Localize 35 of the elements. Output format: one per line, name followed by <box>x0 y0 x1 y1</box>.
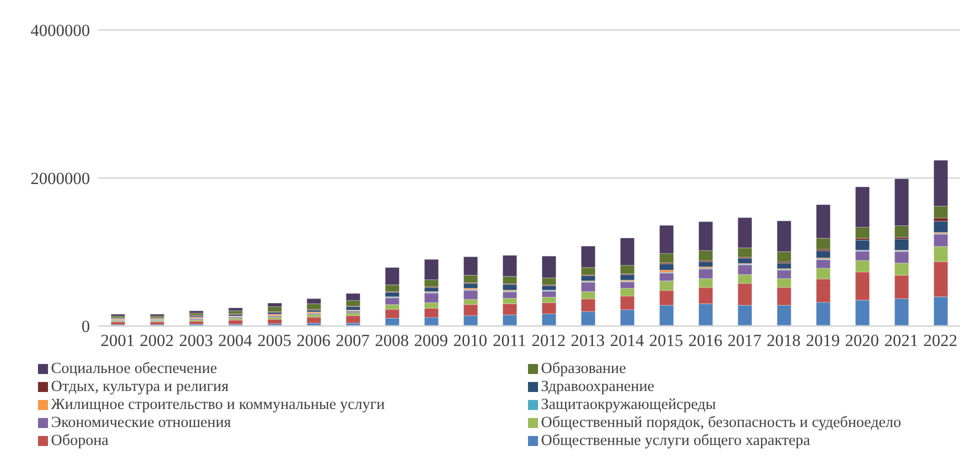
x-tick-label: 2018 <box>766 331 801 350</box>
legend-label: Образование <box>541 360 626 378</box>
x-tick-label: 2016 <box>688 331 722 350</box>
legend-label: Защитаокружающейсреды <box>541 396 716 414</box>
x-tick-label: 2004 <box>218 331 253 350</box>
x-tick-label: 2002 <box>140 331 174 350</box>
legend-label: Отдых, культура и религия <box>51 378 229 396</box>
x-tick-label: 2019 <box>806 331 840 350</box>
x-tick-label: 2012 <box>532 331 566 350</box>
y-tick-label: 0 <box>82 317 90 336</box>
legend-label: Оборона <box>51 432 109 450</box>
legend-label: Общественные услуги общего характера <box>541 432 810 450</box>
legend-label: Общественный порядок, безопасность и судебноедело <box>541 414 902 432</box>
x-tick-label: 2015 <box>649 331 684 350</box>
x-tick-label: 2010 <box>453 331 488 350</box>
x-tick-label: 2007 <box>336 331 370 350</box>
y-tick-label: 4000000 <box>30 21 90 40</box>
legend-label: Жилищное строительство и коммунальные услуги <box>51 396 385 414</box>
x-tick-label: 2022 <box>923 331 958 350</box>
x-tick-label: 2003 <box>178 331 213 350</box>
x-tick-label: 2020 <box>845 331 880 350</box>
x-tick-label: 2006 <box>296 331 330 350</box>
x-tick-label: 2001 <box>100 331 135 350</box>
x-tick-label: 2013 <box>570 331 605 350</box>
y-tick-label: 2000000 <box>30 169 90 188</box>
x-tick-label: 2005 <box>257 331 292 350</box>
x-tick-label: 2021 <box>884 331 918 350</box>
x-tick-label: 2009 <box>414 331 448 350</box>
legend-label: Социальное обеспечение <box>51 360 217 378</box>
legend-label: Здравоохранение <box>541 378 654 396</box>
x-tick-label: 2014 <box>610 331 644 350</box>
x-tick-label: 2011 <box>492 331 526 350</box>
x-tick-label: 2017 <box>728 331 762 350</box>
legend-label: Экономические отношения <box>51 414 231 432</box>
x-tick-label: 2008 <box>374 331 409 350</box>
